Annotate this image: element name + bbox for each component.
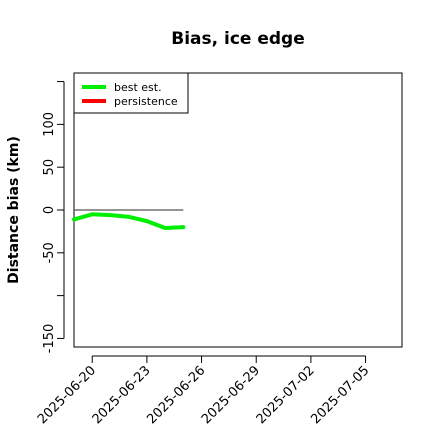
series-layer bbox=[72, 209, 186, 230]
series-line-0 bbox=[72, 212, 186, 230]
y-tick-label: 50 bbox=[42, 159, 57, 176]
y-tick-label: -50 bbox=[42, 242, 57, 263]
legend-box bbox=[73, 72, 189, 114]
legend-label: persistence bbox=[114, 95, 178, 108]
x-axis: 2025-06-202025-06-232025-06-262025-06-29… bbox=[35, 355, 372, 427]
y-tick-label: 100 bbox=[42, 112, 57, 137]
x-tick-label: 2025-07-05 bbox=[308, 363, 372, 427]
y-tick-label: 0 bbox=[42, 206, 57, 214]
y-tick-label: -150 bbox=[42, 324, 57, 354]
legend-label: best est. bbox=[114, 81, 162, 94]
legend: best est.persistence bbox=[73, 72, 189, 114]
y-axis-label: Distance bias (km) bbox=[6, 136, 22, 284]
y-axis: -150 -50 0 50 100 bbox=[42, 81, 65, 354]
chart-title: Bias, ice edge bbox=[171, 29, 305, 49]
